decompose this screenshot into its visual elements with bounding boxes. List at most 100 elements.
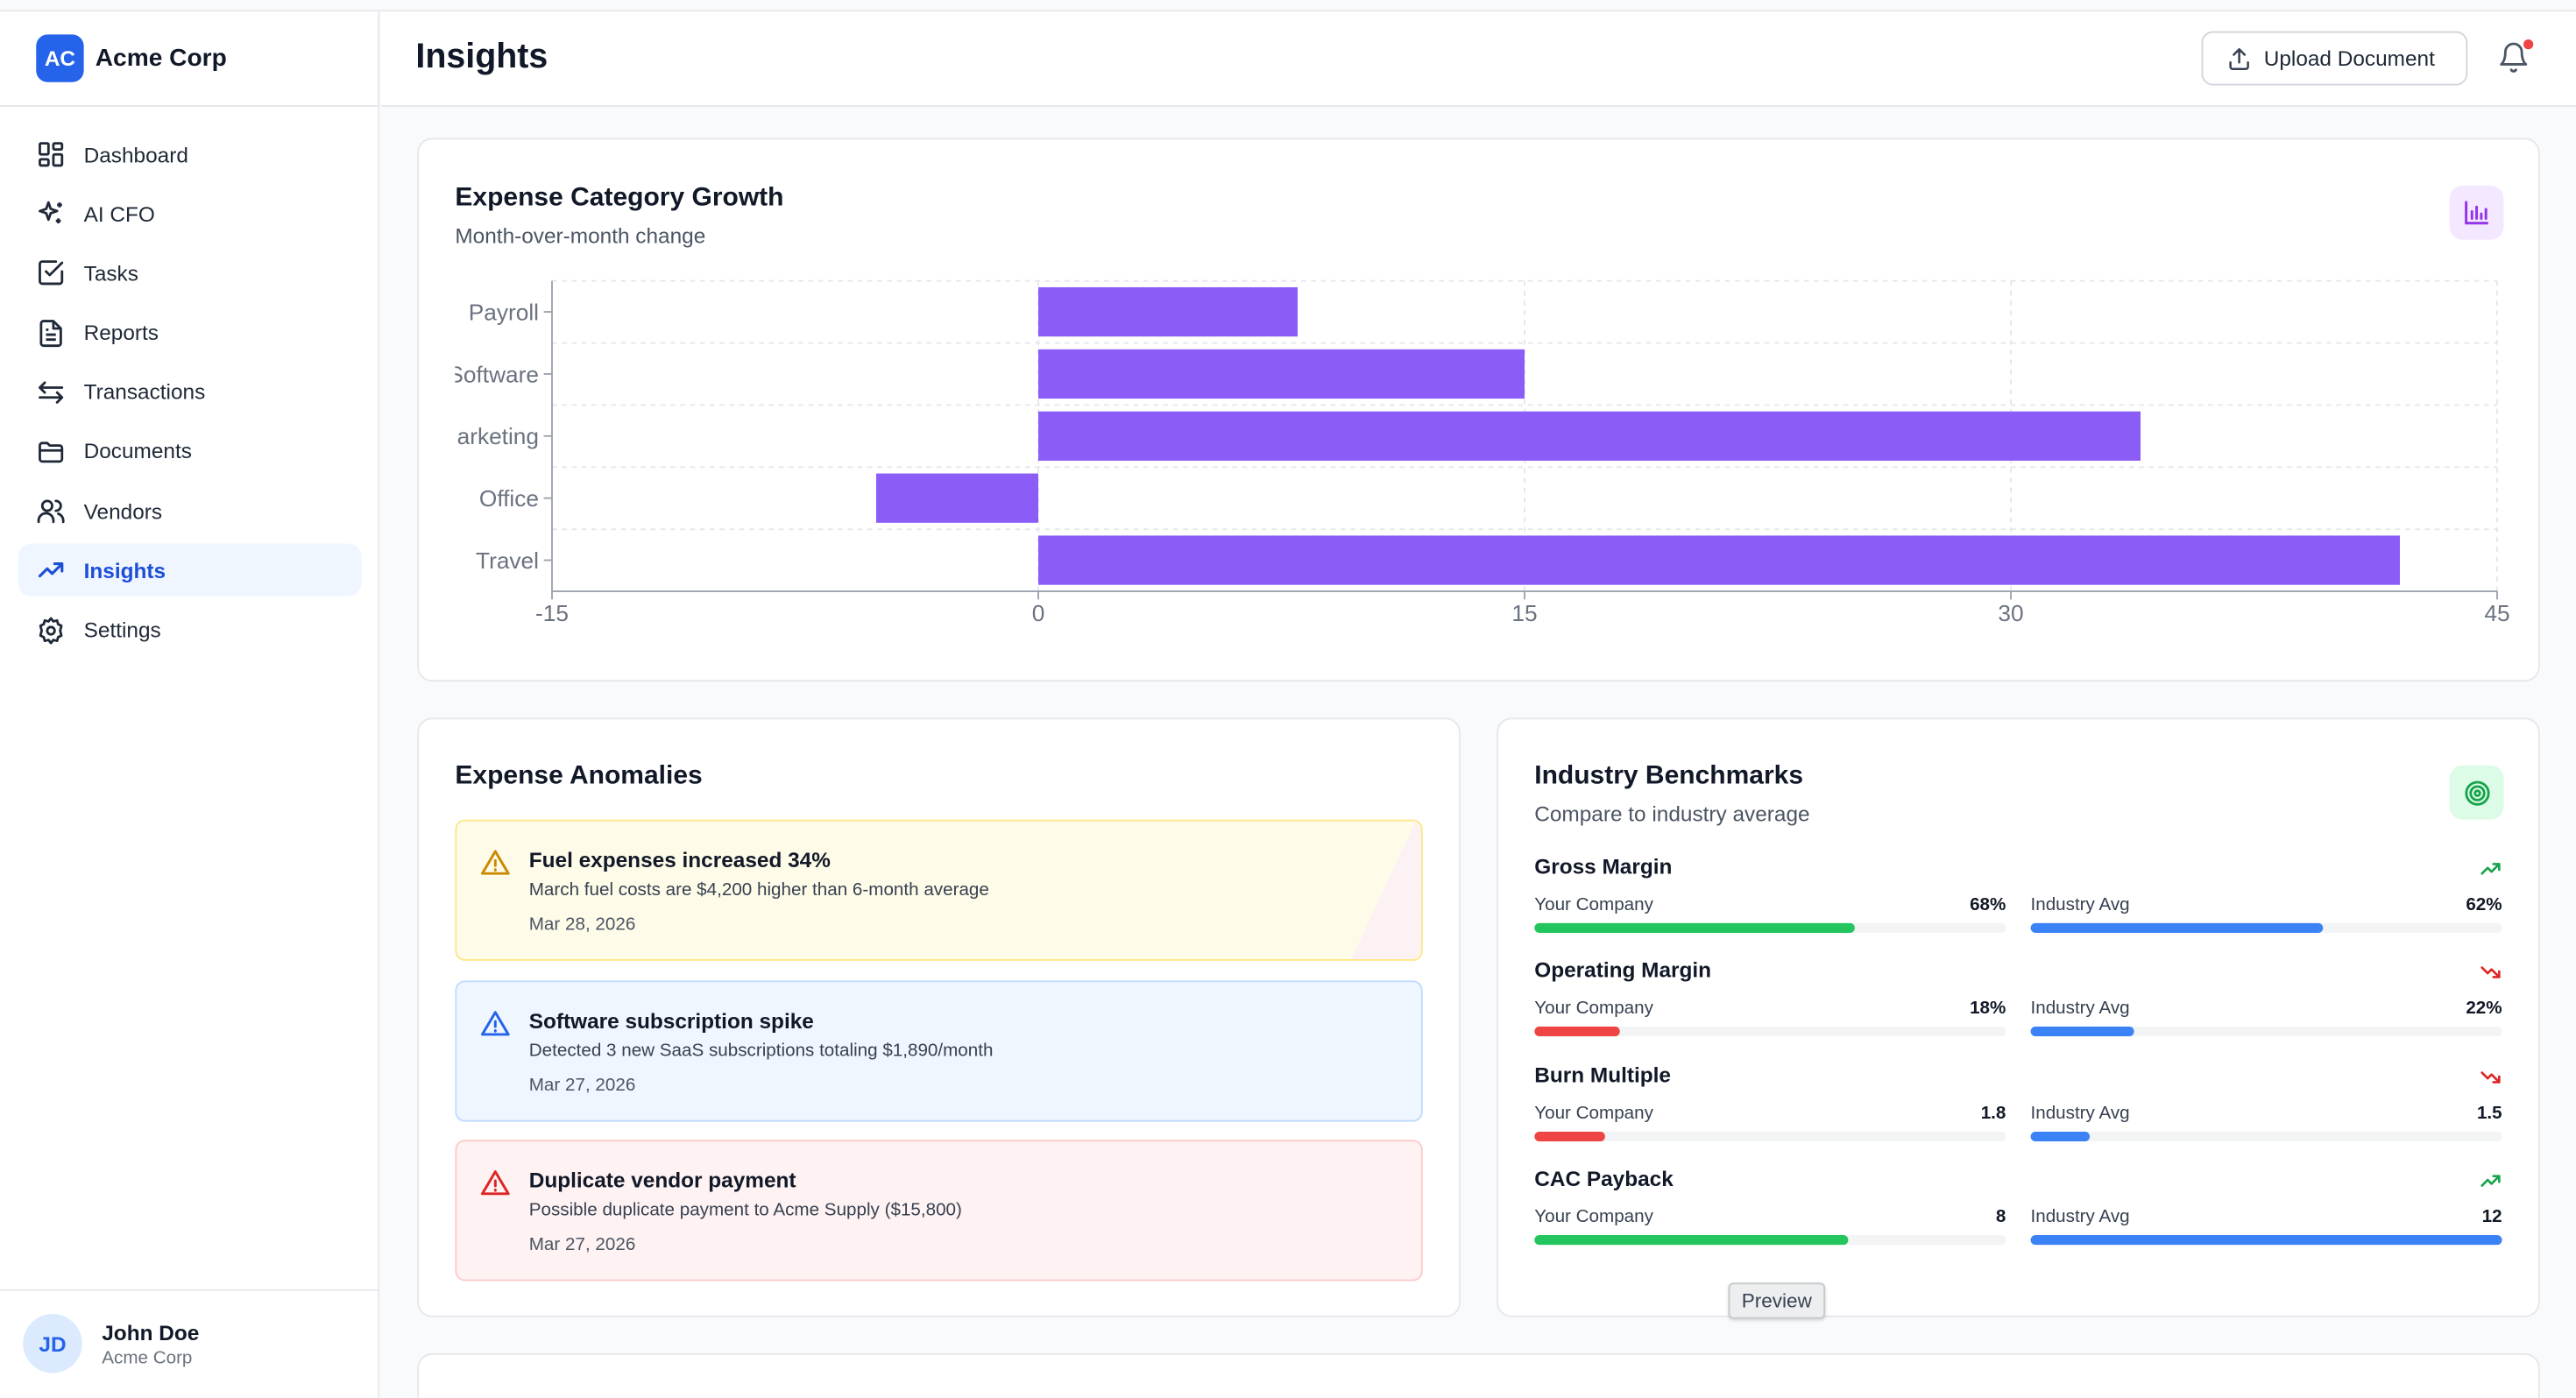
bottom-card <box>417 1353 2540 1398</box>
arrows-exchange-icon <box>39 381 64 404</box>
bar <box>876 473 1038 523</box>
x-tick-label: 45 <box>2484 600 2509 626</box>
y-tick-label: Payroll <box>469 299 539 325</box>
page-title: Insights <box>415 38 548 76</box>
y-tick-label: Software <box>448 361 539 387</box>
sidebar-item-settings[interactable]: Settings <box>18 604 362 656</box>
sidebar-item-label: Transactions <box>83 379 206 405</box>
x-tick-label: 0 <box>1032 600 1045 626</box>
your-company-label: Your Company <box>1534 1104 1653 1124</box>
your-company-value: 1.8 <box>1980 1104 2006 1124</box>
x-tick-label: -15 <box>535 600 569 626</box>
benchmark-row: Gross Margin Your Company 68% Industry Avg 6… <box>1534 854 2503 946</box>
industry-avg-bar-fill <box>2030 1235 2502 1246</box>
grid-icon <box>39 142 64 167</box>
industry-avg-value: 22% <box>2466 999 2502 1019</box>
your-company-label: Your Company <box>1534 999 1653 1019</box>
bar <box>1038 286 1298 337</box>
target-button[interactable] <box>2449 765 2504 820</box>
benchmark-row: Burn Multiple Your Company 1.8 Industry Avg… <box>1534 1063 2503 1154</box>
company-name: Acme Corp <box>95 44 227 73</box>
upload-label: Upload Document <box>2263 46 2435 71</box>
trending-down-icon <box>2480 966 2501 978</box>
your-company-bar-fill <box>1534 922 1856 933</box>
chart-icon-button[interactable] <box>2449 185 2504 240</box>
warning-triangle-icon <box>480 1170 510 1196</box>
brand: AC Acme Corp <box>0 11 379 107</box>
warning-triangle-icon <box>480 1011 510 1036</box>
benchmark-name: Operating Margin <box>1534 957 1712 983</box>
sidebar-item-label: Documents <box>83 439 192 464</box>
your-company-label: Your Company <box>1534 1207 1653 1227</box>
your-company-value: 8 <box>1995 1207 2006 1227</box>
card-title: Expense Anomalies <box>455 762 703 790</box>
your-company-value: 18% <box>1970 999 2006 1019</box>
industry-avg-bar-fill <box>2030 1131 2090 1142</box>
anomaly-title: Duplicate vendor payment <box>528 1168 796 1193</box>
benchmark-name: Burn Multiple <box>1534 1063 1671 1088</box>
x-tick-label: 15 <box>1511 600 1537 626</box>
bar <box>1038 535 2400 585</box>
upload-document-button[interactable]: Upload Document <box>2201 31 2468 86</box>
anomaly-item[interactable]: Duplicate vendor payment Possible duplica… <box>455 1140 1423 1282</box>
card-title: Expense Category Growth <box>455 184 784 212</box>
anomaly-item[interactable]: Software subscription spike Detected 3 ne… <box>455 980 1423 1122</box>
anomaly-description: Detected 3 new SaaS subscriptions totali… <box>528 1041 994 1062</box>
industry-avg-label: Industry Avg <box>2030 999 2130 1019</box>
industry-benchmarks-card: Industry Benchmarks Compare to industry … <box>1497 717 2540 1317</box>
bell-icon[interactable] <box>2497 41 2530 74</box>
preview-tooltip: Preview <box>1728 1282 1826 1319</box>
your-company-bar-fill <box>1534 1131 1605 1142</box>
expense-growth-card: Expense Category Growth Month-over-month… <box>417 138 2540 682</box>
industry-avg-bar <box>2030 922 2502 933</box>
sidebar-item-reports[interactable]: Reports <box>18 307 362 359</box>
your-company-bar <box>1534 1235 2006 1246</box>
industry-avg-value: 62% <box>2466 894 2502 915</box>
gear-icon <box>39 616 63 644</box>
your-company-label: Your Company <box>1534 894 1653 915</box>
industry-avg-bar <box>2030 1235 2502 1246</box>
anomaly-date: Mar 27, 2026 <box>528 1235 636 1255</box>
sidebar-item-label: AI CFO <box>83 201 155 227</box>
benchmark-row: Operating Margin Your Company 18% Industry … <box>1534 957 2503 1049</box>
anomaly-date: Mar 28, 2026 <box>528 914 636 935</box>
sidebar-item-dashboard[interactable]: Dashboard <box>18 128 362 180</box>
notification-dot <box>2523 39 2534 50</box>
sidebar-item-documents[interactable]: Documents <box>18 426 362 478</box>
x-tick-label: 30 <box>1998 600 2023 626</box>
sidebar-item-label: Insights <box>83 558 166 583</box>
expense-anomalies-card: Expense Anomalies Fuel expenses increase… <box>417 717 1461 1317</box>
check-square-icon <box>39 260 64 286</box>
trending-up-icon <box>2480 863 2501 875</box>
industry-avg-value: 12 <box>2481 1207 2502 1227</box>
anomaly-description: March fuel costs are $4,200 higher than … <box>528 880 989 900</box>
sidebar-item-vendors[interactable]: Vendors <box>18 484 362 537</box>
benchmark-row: CAC Payback Your Company 8 Industry Avg 12 <box>1534 1166 2503 1258</box>
industry-avg-bar-fill <box>2030 1026 2134 1037</box>
industry-avg-bar <box>2030 1026 2502 1037</box>
bar <box>1038 411 2141 461</box>
trending-up-icon <box>2480 1175 2501 1187</box>
anomaly-item[interactable]: Fuel expenses increased 34% March fuel co… <box>455 819 1423 961</box>
corner-decoration <box>1345 821 1421 959</box>
bar-chart-icon <box>2465 201 2488 225</box>
sidebar-item-ai-cfo[interactable]: AI CFO <box>18 187 362 240</box>
file-text-icon <box>39 319 62 347</box>
anomaly-date: Mar 27, 2026 <box>528 1076 636 1096</box>
sidebar-item-transactions[interactable]: Transactions <box>18 366 362 419</box>
industry-avg-label: Industry Avg <box>2030 1104 2130 1124</box>
sidebar-item-insights[interactable]: Insights <box>18 544 362 597</box>
benchmark-name: CAC Payback <box>1534 1166 1674 1191</box>
industry-avg-label: Industry Avg <box>2030 1207 2130 1227</box>
user-profile[interactable]: JD John Doe Acme Corp <box>0 1289 379 1398</box>
sidebar: AC Acme Corp Dashboard AI CFO Tasks Repo… <box>0 11 380 1398</box>
top-border <box>0 10 2576 12</box>
sparkles-icon <box>39 201 62 224</box>
y-tick-label: arketing <box>457 423 539 449</box>
warning-triangle-icon <box>480 850 510 875</box>
sidebar-item-label: Tasks <box>83 260 138 286</box>
sidebar-item-tasks[interactable]: Tasks <box>18 247 362 300</box>
sidebar-item-label: Reports <box>83 320 159 345</box>
user-name: John Doe <box>102 1320 200 1345</box>
your-company-bar-fill <box>1534 1235 1850 1246</box>
